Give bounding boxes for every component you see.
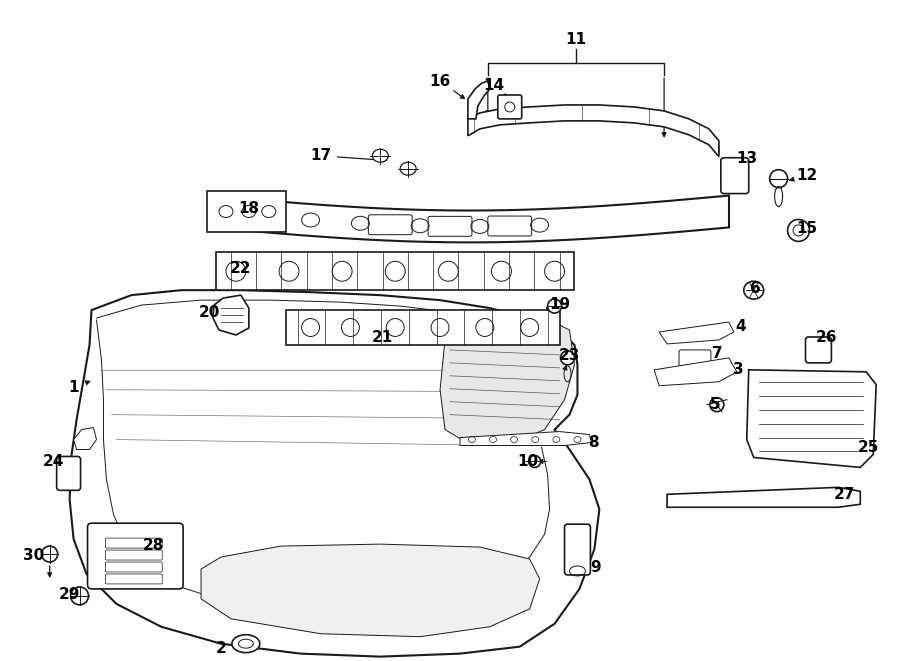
Polygon shape — [468, 105, 719, 157]
FancyBboxPatch shape — [57, 457, 81, 490]
Bar — [285, 310, 560, 345]
Ellipse shape — [561, 351, 574, 365]
Ellipse shape — [70, 587, 88, 605]
Polygon shape — [659, 322, 733, 344]
Ellipse shape — [528, 455, 541, 467]
Text: 4: 4 — [735, 319, 746, 334]
Text: 11: 11 — [565, 32, 587, 47]
Text: 27: 27 — [833, 486, 855, 502]
Text: 24: 24 — [43, 454, 65, 469]
Text: 22: 22 — [230, 260, 252, 276]
Ellipse shape — [232, 635, 260, 652]
Text: 14: 14 — [483, 77, 504, 93]
FancyBboxPatch shape — [498, 95, 522, 119]
Text: 30: 30 — [23, 547, 44, 563]
Text: 16: 16 — [429, 73, 451, 89]
Text: 29: 29 — [58, 588, 80, 602]
Polygon shape — [201, 544, 540, 637]
Text: 9: 9 — [590, 559, 600, 574]
Text: 19: 19 — [549, 297, 570, 311]
Bar — [216, 253, 574, 290]
Text: 21: 21 — [372, 330, 393, 346]
Text: 17: 17 — [310, 148, 331, 163]
Ellipse shape — [547, 299, 562, 313]
Ellipse shape — [770, 170, 788, 188]
Ellipse shape — [41, 546, 58, 562]
Ellipse shape — [400, 162, 416, 175]
Text: 15: 15 — [796, 221, 817, 236]
Ellipse shape — [710, 398, 724, 412]
Polygon shape — [460, 432, 591, 446]
Text: 25: 25 — [858, 440, 879, 455]
Text: 13: 13 — [736, 151, 757, 166]
Polygon shape — [747, 370, 877, 467]
Text: 10: 10 — [518, 454, 538, 469]
Ellipse shape — [743, 281, 764, 299]
Text: 20: 20 — [198, 305, 220, 319]
Ellipse shape — [373, 149, 388, 162]
Text: 6: 6 — [751, 281, 761, 295]
Text: 26: 26 — [815, 330, 837, 346]
Text: 3: 3 — [734, 362, 744, 377]
Text: 7: 7 — [712, 346, 722, 362]
Polygon shape — [74, 428, 96, 449]
Text: 18: 18 — [238, 201, 259, 216]
Polygon shape — [667, 487, 860, 507]
FancyBboxPatch shape — [721, 158, 749, 194]
FancyBboxPatch shape — [564, 524, 590, 575]
Text: 8: 8 — [588, 435, 598, 450]
Text: 1: 1 — [68, 380, 79, 395]
FancyBboxPatch shape — [207, 190, 285, 233]
Polygon shape — [468, 81, 490, 119]
Text: 2: 2 — [216, 641, 226, 656]
Ellipse shape — [788, 219, 809, 241]
FancyBboxPatch shape — [87, 524, 183, 589]
FancyBboxPatch shape — [679, 350, 711, 376]
FancyBboxPatch shape — [806, 337, 832, 363]
Text: 12: 12 — [796, 168, 817, 183]
Text: 5: 5 — [709, 397, 720, 412]
Polygon shape — [213, 295, 248, 335]
Text: 23: 23 — [559, 348, 580, 364]
Polygon shape — [69, 290, 599, 656]
Text: 28: 28 — [142, 537, 164, 553]
Polygon shape — [654, 358, 737, 386]
Polygon shape — [440, 310, 574, 444]
